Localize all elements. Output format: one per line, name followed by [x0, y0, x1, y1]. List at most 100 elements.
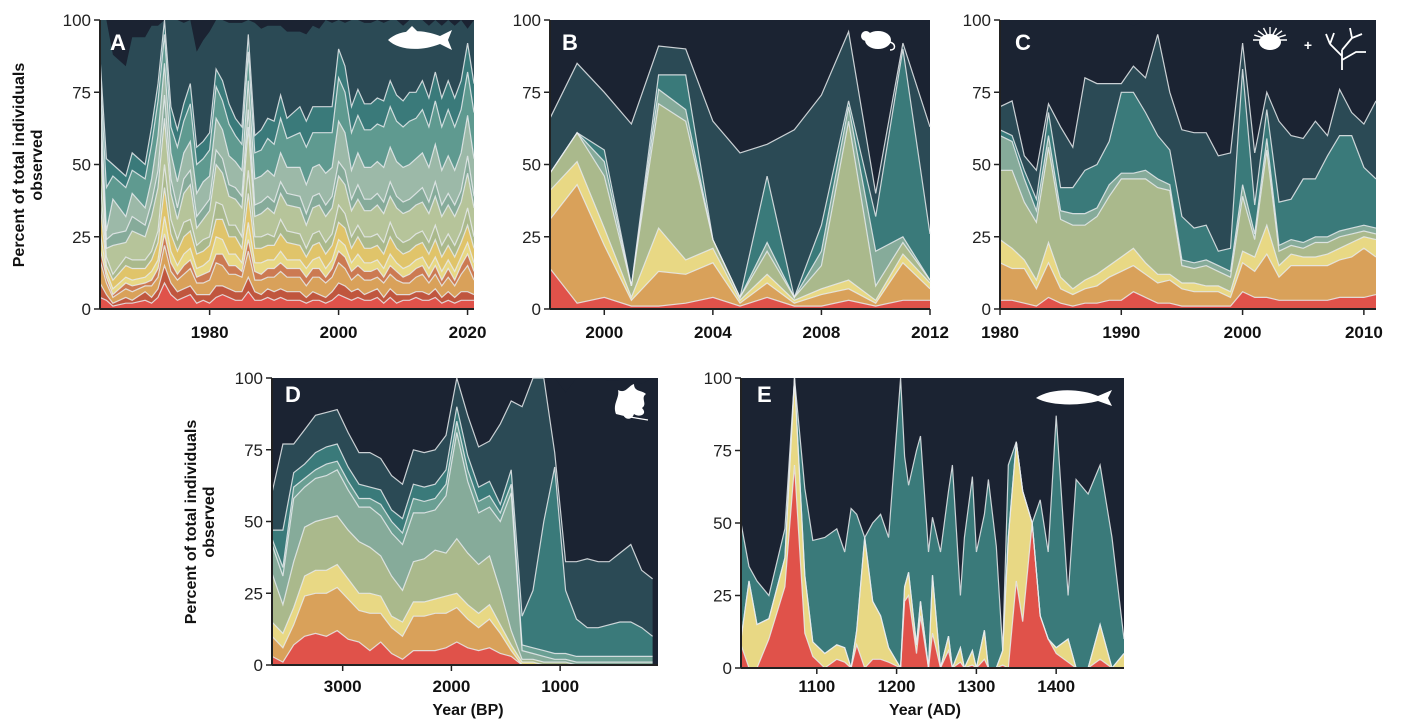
area-band-a-8	[100, 118, 474, 275]
band-boundary-a-2	[99, 263, 475, 304]
y-tick-label-d: 50	[244, 513, 263, 532]
area-band-d-7	[272, 406, 653, 657]
band-boundary-a-10	[99, 63, 475, 232]
anemone-kelp-icon: +	[1253, 27, 1366, 70]
panel-letter-a: A	[110, 30, 126, 55]
y-axis-title-bottom-line1: Percent of total individuals	[183, 420, 200, 625]
band-boundary-c-6	[999, 69, 1377, 252]
panel-b: 0 25 50 75 100 2000 2004 2008 2012 B	[513, 11, 949, 342]
y-tick-label-e: 100	[704, 369, 732, 388]
band-boundary-c-2	[999, 247, 1377, 299]
y-tick-label-e: 50	[713, 514, 732, 533]
band-boundary-d-5	[271, 432, 653, 663]
area-band-d-1	[272, 630, 653, 665]
y-tick-label-b: 50	[522, 156, 541, 175]
area-band-c-8	[1000, 20, 1376, 171]
x-axis-title-e: Year (AD)	[889, 702, 961, 719]
panel-letter-e: E	[757, 382, 772, 407]
band-boundary-b-3	[549, 160, 931, 302]
band-boundary-d-6	[271, 420, 653, 657]
band-boundary-e-3	[740, 377, 1125, 671]
area-band-d-5	[272, 432, 653, 665]
band-boundary-a-11	[99, 34, 475, 190]
band-boundary-a-12	[99, 19, 475, 178]
y-tick-label-a: 50	[72, 156, 91, 175]
panel-c: 0 25 50 75 100 1980 1990 2000 2010 C +	[963, 11, 1383, 342]
area-band-d-9	[272, 378, 653, 579]
area-band-d-4	[272, 515, 653, 665]
y-axis-title-bottom-line2: observed	[201, 486, 218, 557]
panel-letter-d: D	[285, 382, 301, 407]
band-boundary-a-7	[99, 164, 475, 276]
y-tick-label-d: 0	[254, 656, 263, 675]
y-tick-label-c: 50	[972, 156, 991, 175]
area-band-d-3	[272, 564, 653, 665]
y-tick-label-e: 25	[713, 587, 732, 606]
y-tick-label-c: 0	[982, 300, 991, 319]
herring-icon	[1036, 390, 1112, 406]
x-tick-label-e: 1100	[798, 677, 835, 696]
band-boundary-c-3	[999, 223, 1377, 293]
band-boundary-c-5	[999, 135, 1377, 273]
area-band-d-2	[272, 587, 653, 665]
band-boundary-a-9	[99, 95, 475, 241]
area-band-a-3	[100, 245, 474, 304]
rodent-icon	[861, 31, 896, 51]
area-band-b-2	[550, 184, 930, 307]
y-tick-label-d: 75	[244, 441, 263, 460]
band-boundary-a-4	[99, 233, 475, 296]
y-tick-label-c: 25	[972, 228, 991, 247]
oak-leaf-icon	[614, 384, 649, 421]
band-boundary-b-7	[549, 29, 931, 194]
band-boundary-a-3	[99, 245, 475, 299]
x-tick-label-a: 1980	[191, 323, 229, 342]
svg-text:+: +	[1304, 37, 1312, 53]
band-boundary-e-4	[740, 377, 1125, 651]
band-boundary-a-6	[99, 187, 475, 282]
x-tick-label-a: 2020	[449, 323, 487, 342]
y-tick-label-a: 75	[72, 83, 91, 102]
area-band-c-2	[1000, 248, 1376, 307]
area-band-b-1	[550, 268, 930, 309]
area-band-b-4	[550, 103, 930, 301]
x-tick-label-d: 2000	[432, 677, 470, 696]
area-band-b-3	[550, 161, 930, 304]
x-axis-title-d: Year (BP)	[432, 702, 503, 719]
y-tick-label-c: 75	[972, 83, 991, 102]
x-tick-label-c: 2000	[1224, 323, 1262, 342]
band-boundary-a-1	[99, 281, 474, 307]
area-band-c-7	[1000, 34, 1376, 252]
y-tick-label-d: 100	[235, 369, 263, 388]
y-tick-label-a: 25	[72, 228, 91, 247]
y-tick-label-b: 25	[522, 228, 541, 247]
band-boundary-d-7	[272, 406, 653, 637]
band-boundary-a-5	[99, 216, 475, 290]
x-tick-label-c: 2010	[1345, 323, 1383, 342]
panel-e: 0 25 50 75 100 1100 1200 1300 1400 E	[704, 369, 1125, 696]
y-tick-label-e: 75	[713, 442, 732, 461]
area-band-c-1	[1000, 291, 1376, 309]
y-tick-label-b: 100	[513, 11, 541, 30]
band-boundary-b-6	[549, 48, 931, 300]
area-band-a-13	[100, 20, 474, 177]
x-tick-label-b: 2004	[694, 323, 732, 342]
area-band-e-2	[741, 378, 1124, 668]
x-tick-label-b: 2008	[803, 323, 841, 342]
area-band-a-10	[100, 63, 474, 240]
area-band-a-12	[100, 20, 474, 188]
area-band-b-7	[550, 31, 930, 298]
x-tick-label-a: 2000	[320, 323, 358, 342]
panel-letter-b: B	[562, 30, 578, 55]
band-boundary-a-8	[99, 118, 475, 250]
y-axis-title-top-line1: Percent of total individuals	[11, 63, 28, 268]
area-band-c-3	[1000, 225, 1376, 298]
x-tick-label-d: 1000	[541, 677, 579, 696]
area-band-c-6	[1000, 69, 1376, 272]
panel-letter-c: C	[1015, 30, 1031, 55]
y-tick-label-a: 100	[63, 11, 91, 30]
y-tick-label-b: 0	[532, 300, 541, 319]
x-tick-label-b: 2000	[585, 323, 623, 342]
y-tick-label-a: 0	[82, 300, 91, 319]
y-tick-label-d: 25	[244, 584, 263, 603]
